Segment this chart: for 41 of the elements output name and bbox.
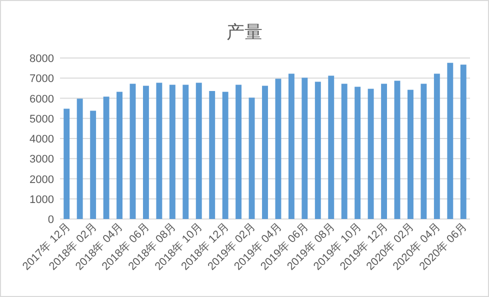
bar bbox=[394, 80, 400, 219]
bar bbox=[90, 110, 96, 219]
bar bbox=[76, 98, 83, 219]
bar bbox=[420, 84, 427, 219]
y-tick-label: 7000 bbox=[30, 73, 54, 86]
bar bbox=[447, 62, 454, 219]
bar bbox=[434, 74, 440, 219]
bar bbox=[64, 108, 70, 219]
bar bbox=[236, 84, 242, 219]
y-tick-label: 1000 bbox=[30, 194, 54, 206]
bar bbox=[275, 78, 282, 219]
bar bbox=[116, 92, 122, 219]
y-tick-label: 4000 bbox=[30, 134, 54, 146]
bar bbox=[341, 84, 348, 219]
chart-title: 产量 bbox=[226, 22, 262, 42]
bar bbox=[302, 78, 308, 219]
bar bbox=[103, 96, 110, 219]
bar bbox=[169, 84, 176, 219]
bar bbox=[381, 84, 388, 219]
y-tick-label: 8000 bbox=[30, 53, 54, 65]
bar bbox=[222, 92, 228, 219]
bar bbox=[142, 86, 149, 219]
y-tick-label: 3000 bbox=[30, 154, 54, 166]
bar bbox=[262, 86, 268, 219]
bar bbox=[182, 84, 189, 219]
bar bbox=[314, 82, 321, 219]
bar bbox=[209, 91, 216, 219]
bar bbox=[288, 74, 294, 219]
bar bbox=[196, 82, 202, 219]
bar bbox=[156, 82, 162, 219]
bar bbox=[354, 86, 361, 219]
bar bbox=[248, 98, 255, 219]
bar bbox=[408, 90, 414, 219]
y-tick-label: 0 bbox=[48, 214, 54, 226]
bar bbox=[328, 76, 334, 219]
y-tick-label: 6000 bbox=[30, 93, 54, 106]
y-tick-label: 5000 bbox=[30, 113, 54, 126]
y-tick-label: 2000 bbox=[30, 174, 54, 186]
bar bbox=[130, 84, 136, 219]
bar bbox=[368, 88, 374, 219]
bar bbox=[460, 64, 466, 219]
